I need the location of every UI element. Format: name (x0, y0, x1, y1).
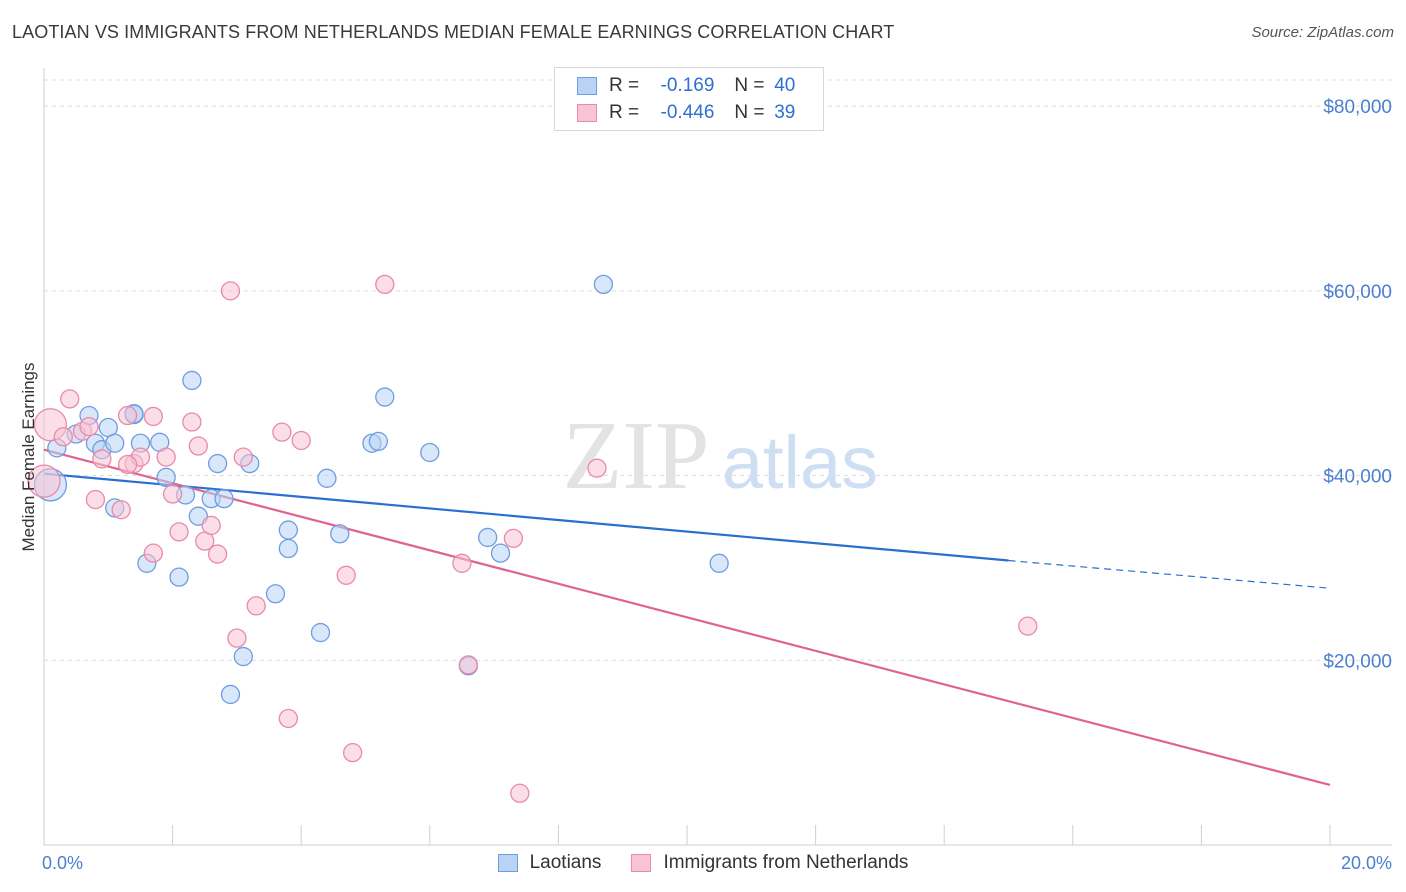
netherlands-point (1018, 616, 1038, 636)
r-label: R = (609, 102, 640, 123)
netherlands-point (143, 543, 163, 563)
watermark-zip: ZIP (563, 402, 710, 510)
stats-legend-row-netherlands: R = -0.446 N = 39 (577, 100, 800, 126)
netherlands-point (278, 708, 298, 729)
laotians-swatch (577, 77, 597, 95)
netherlands-point (452, 553, 472, 573)
netherlands-point (201, 515, 221, 536)
laotians-point (330, 524, 350, 544)
chart-title: LAOTIAN VS IMMIGRANTS FROM NETHERLANDS M… (12, 22, 895, 42)
netherlands-point (510, 783, 530, 803)
laotians-point (709, 553, 729, 573)
n-value: 40 (774, 75, 796, 96)
netherlands-point (162, 484, 183, 504)
legend-label-netherlands: Immigrants from Netherlands (663, 852, 909, 873)
legend-item-netherlands: Immigrants from Netherlands (631, 852, 908, 874)
netherlands-point (85, 489, 106, 510)
netherlands-point (336, 565, 356, 585)
netherlands-point (220, 281, 241, 301)
laotians-point (105, 433, 125, 453)
netherlands-point (291, 430, 311, 451)
series-legend: Laotians Immigrants from Netherlands (0, 852, 1406, 874)
laotians-point (265, 584, 286, 604)
y-tick-label: $20,000 (1323, 651, 1392, 672)
source-label: Source: ZipAtlas.com (1251, 24, 1394, 41)
laotians-trend-extension (1008, 559, 1331, 589)
netherlands-point (117, 454, 138, 475)
n-label: N = (734, 102, 765, 123)
netherlands-point (503, 528, 524, 549)
netherlands-swatch (577, 104, 597, 122)
netherlands-point (182, 412, 202, 432)
netherlands-point (233, 447, 253, 467)
y-tick-label: $80,000 (1323, 97, 1392, 118)
netherlands-legend-swatch (631, 854, 652, 872)
netherlands-point (53, 427, 73, 447)
laotians-point (220, 684, 241, 705)
netherlands-point (156, 447, 176, 467)
laotians-point (278, 520, 298, 540)
legend-item-laotians: Laotians (497, 852, 602, 874)
netherlands-point (587, 458, 607, 478)
laotians-point (169, 567, 189, 587)
netherlands-point (458, 655, 479, 675)
netherlands-point (246, 596, 266, 616)
netherlands-point (227, 628, 247, 648)
netherlands-point (207, 544, 228, 564)
laotians-point (317, 468, 337, 488)
axes (43, 68, 1392, 846)
n-label: N = (734, 75, 765, 96)
legend-label-laotians: Laotians (529, 852, 602, 873)
netherlands-point (117, 405, 138, 426)
netherlands-point (143, 406, 163, 427)
watermark-atlas: atlas (722, 421, 878, 504)
netherlands-point (342, 742, 363, 763)
netherlands-point (188, 436, 208, 456)
laotians-point (478, 527, 498, 548)
netherlands-point (169, 522, 189, 542)
trend-lines (43, 448, 1331, 787)
grid-lines (44, 79, 1392, 661)
laotians-point (156, 467, 176, 488)
laotians-point (182, 370, 202, 391)
netherlands-point (60, 389, 80, 409)
data-points (27, 274, 1038, 803)
x-tick-label: 0.0% (42, 853, 83, 873)
laotians-point (214, 489, 234, 509)
netherlands-point (79, 416, 99, 437)
r-label: R = (609, 75, 640, 96)
stats-legend-row-laotians: R = -0.169 N = 40 (577, 73, 800, 99)
laotians-point (310, 622, 331, 643)
r-value: -0.169 (660, 75, 715, 96)
x-tick-label: 20.0% (1341, 853, 1392, 873)
y-tick-label: $60,000 (1323, 282, 1392, 303)
laotians-point (490, 543, 511, 563)
stats-legend: R = -0.169 N = 40 R = -0.446 N = 39 (554, 67, 824, 131)
laotians-point (593, 274, 614, 295)
r-value: -0.446 (660, 102, 715, 123)
axis-labels: $20,000 $40,000 $60,000 $80,000 0.0% 20.0% Med… (19, 97, 1392, 873)
netherlands-point (375, 274, 395, 295)
y-axis-label: Median Female Earnings (19, 363, 38, 552)
n-value: 39 (774, 102, 796, 123)
laotians-point (375, 387, 395, 407)
laotians-point (278, 538, 298, 559)
netherlands-point (111, 500, 131, 520)
y-tick-label: $40,000 (1323, 467, 1392, 488)
laotians-legend-swatch (497, 854, 518, 872)
netherlands-point (27, 464, 61, 498)
laotians-point (368, 431, 389, 452)
laotians-point (233, 646, 253, 667)
laotians-trend-line (43, 472, 1009, 562)
watermark: ZIP atlas (563, 402, 879, 510)
laotians-point (420, 442, 440, 463)
netherlands-point (92, 449, 112, 469)
netherlands-point (272, 422, 292, 442)
netherlands-trend-line (43, 448, 1331, 787)
laotians-point (207, 453, 228, 474)
